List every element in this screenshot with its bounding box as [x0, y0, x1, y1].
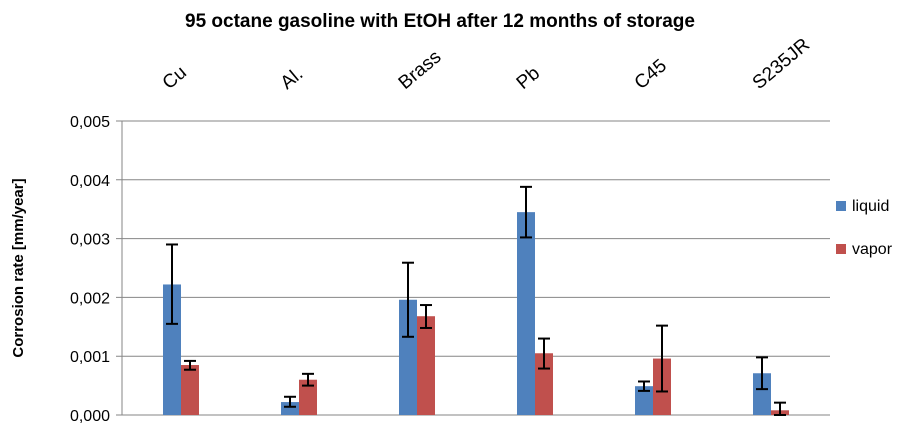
bar-vapor	[181, 365, 199, 415]
y-tick-label: 0,001	[70, 349, 110, 366]
legend-swatch-vapor	[836, 244, 846, 254]
bar-liquid	[753, 373, 771, 415]
category-label: S235JR	[749, 34, 814, 94]
legend-label-liquid: liquid	[852, 198, 889, 215]
chart-title: 95 octane gasoline with EtOH after 12 mo…	[185, 11, 695, 32]
error-bars	[166, 185, 786, 416]
bar-liquid	[163, 284, 181, 415]
gridlines	[116, 120, 830, 416]
legend-swatch-liquid	[836, 201, 846, 211]
y-tick-label: 0,002	[70, 290, 110, 307]
bar-liquid	[635, 386, 653, 415]
y-tick-label: 0,004	[70, 173, 110, 190]
bar-liquid	[281, 402, 299, 415]
legend-label-vapor: vapor	[852, 241, 893, 258]
category-labels: Cu Al. Brass Pb C45 S235JR	[159, 34, 814, 94]
legend: liquid vapor	[836, 198, 893, 258]
category-label: Al.	[277, 63, 307, 93]
y-axis-label: Corrosion rate [mm/year]	[10, 178, 27, 357]
bars	[163, 212, 789, 415]
bar-liquid	[399, 299, 417, 415]
y-tick-label: 0,000	[70, 408, 110, 425]
category-label: Brass	[395, 47, 446, 94]
category-label: Pb	[513, 63, 544, 94]
y-tick-label: 0,005	[70, 114, 110, 131]
category-label: Cu	[159, 62, 191, 94]
y-axis-ticks: 0,000 0,001 0,002 0,003 0,004 0,005	[70, 114, 110, 425]
bar-liquid	[517, 212, 535, 415]
bar-vapor	[299, 379, 317, 415]
y-tick-label: 0,003	[70, 232, 110, 249]
category-label: C45	[631, 55, 671, 93]
bar-vapor	[417, 316, 435, 415]
